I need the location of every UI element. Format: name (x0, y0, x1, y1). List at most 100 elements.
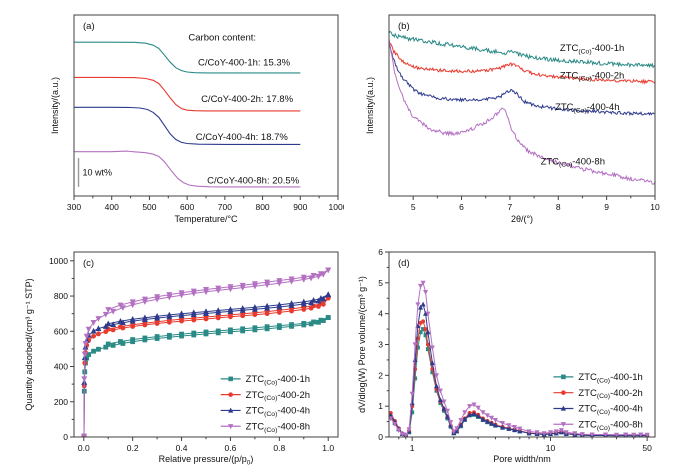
annotation: C/CoY-400-2h: 17.8% (201, 94, 294, 105)
plot-area-b (389, 30, 655, 185)
series-ZTC(Co)-400-1h (389, 30, 655, 69)
series-ZTC(Co)-400-2h (389, 40, 655, 85)
series-C/CoY-400-2h (74, 76, 301, 112)
legend-c: ZTC(Co)-400-1h ZTC(Co)-400-2h ZTC(Co)-400-… (220, 374, 310, 434)
annotations-b: ZTC(Co)-400-1h ZTC(Co)-400-2h ZTC(Co)-400-… (541, 43, 625, 168)
chart-svg-a: 10 wt% Carbon content: C/CoY-400-1h: 15.3%… (50, 14, 344, 224)
series-ZTC(Co)-400-4h (389, 42, 655, 117)
legend-label: ZTC(Co)-400-2h (246, 390, 310, 402)
panel-letter-label: (b) (398, 21, 410, 32)
x-axis-a: 300 400 500 600 700 800 900 1000 (67, 196, 344, 212)
svg-text:0.4: 0.4 (176, 443, 188, 453)
svg-text:600: 600 (180, 202, 194, 212)
x-axis-title: Temperature/°C (174, 214, 238, 224)
legend-label: ZTC(Co)-400-4h (246, 406, 310, 418)
annotation: C/CoY-400-8h: 20.5% (207, 175, 300, 186)
svg-text:50: 50 (642, 443, 652, 453)
plot-area-a (74, 41, 301, 188)
legend-label: ZTC(Co)-400-2h (578, 388, 642, 400)
y-axis-title: Intensity/(a.u.) (50, 77, 60, 134)
annotation: ZTC(Co)-400-4h (555, 102, 619, 114)
x-axis-d: 1 10 50 (398, 437, 652, 453)
svg-text:7: 7 (508, 202, 513, 212)
y-axis-title: dV/dlog(W) Pore volume/(cm³ g⁻¹) (357, 276, 367, 413)
svg-text:1000: 1000 (329, 202, 344, 212)
x-axis-title: Relative pressure/(p/p0) (159, 454, 254, 466)
svg-text:5: 5 (378, 278, 383, 288)
annotation: C/CoY-400-1h: 15.3% (198, 58, 291, 69)
y-axis-title: Quantity adsorbed/(cm³ g⁻¹ STP) (24, 278, 34, 410)
legend-d: ZTC(Co)-400-1h ZTC(Co)-400-2h ZTC(Co)-400-… (553, 372, 643, 432)
y-axis-c: 0 200 400 600 800 1000 (49, 256, 74, 442)
svg-text:8: 8 (556, 202, 561, 212)
panel-b-xrd-patterns-chart: ZTC(Co)-400-1h ZTC(Co)-400-2h ZTC(Co)-400-… (344, 0, 688, 236)
svg-text:900: 900 (293, 202, 307, 212)
plot-area-d (389, 280, 650, 437)
svg-text:6: 6 (378, 247, 383, 257)
series-C/CoY-400-4h (74, 106, 301, 145)
svg-text:0: 0 (378, 432, 383, 442)
svg-text:800: 800 (255, 202, 269, 212)
legend-label: ZTC(Co)-400-1h (246, 374, 310, 386)
svg-text:10: 10 (650, 202, 660, 212)
svg-text:1000: 1000 (49, 256, 68, 266)
annotation: ZTC(Co)-400-8h (541, 156, 605, 168)
panel-letter-label: (a) (83, 21, 95, 32)
svg-text:1: 1 (378, 401, 383, 411)
legend-label: ZTC(Co)-400-8h (246, 421, 310, 433)
series-C/CoY-400-8h (74, 150, 301, 188)
y-axis-title: Intensity/(a.u.) (365, 77, 375, 134)
series-ZTC(Co)-400-4h (389, 301, 650, 437)
svg-text:3: 3 (378, 340, 383, 350)
legend-label: ZTC(Co)-400-8h (578, 419, 642, 431)
plot-frame (388, 251, 656, 438)
chart-svg-b: ZTC(Co)-400-1h ZTC(Co)-400-2h ZTC(Co)-400-… (365, 14, 660, 224)
legend-label: ZTC(Co)-400-1h (578, 372, 642, 384)
series-ZTC(Co)-400-8h (389, 280, 650, 437)
annotation: C/CoY-400-4h: 18.7% (196, 132, 289, 143)
series-ZTC(Co)-400-8h (389, 38, 655, 185)
plot-frame (73, 14, 339, 197)
svg-text:2: 2 (378, 370, 383, 380)
y-axis-d: 0 1 2 3 4 5 6 (378, 247, 389, 442)
svg-text:0.2: 0.2 (127, 443, 139, 453)
svg-text:700: 700 (218, 202, 232, 212)
x-axis-title: 2θ/(°) (511, 214, 533, 224)
svg-text:10: 10 (546, 443, 556, 453)
svg-text:6: 6 (459, 202, 464, 212)
svg-text:600: 600 (54, 326, 68, 336)
svg-text:9: 9 (604, 202, 609, 212)
svg-text:1: 1 (410, 443, 415, 453)
annotation: ZTC(Co)-400-1h (560, 43, 624, 55)
panel-c-adsorption-isotherms-chart: ZTC(Co)-400-1h ZTC(Co)-400-2h ZTC(Co)-400-… (0, 236, 344, 472)
series-ZTC(Co)-400-8h des (105, 267, 332, 313)
svg-text:400: 400 (54, 362, 68, 372)
series-ZTC(Co)-400-1h des (105, 315, 331, 347)
legend-label: ZTC(Co)-400-4h (578, 404, 642, 416)
svg-text:4: 4 (378, 309, 383, 319)
plot-frame (388, 14, 656, 197)
annotations-a: Carbon content: C/CoY-400-1h: 15.3% C/CoY-… (188, 32, 299, 186)
svg-text:0.0: 0.0 (78, 443, 90, 453)
svg-text:500: 500 (142, 202, 156, 212)
annotation: Carbon content: (188, 32, 256, 43)
svg-text:200: 200 (54, 397, 68, 407)
panel-letter-label: (d) (398, 258, 410, 269)
series-ZTC(Co)-400-4h des (105, 291, 332, 327)
x-axis-c: 0.0 0.2 0.4 0.6 0.8 1.0 (78, 437, 334, 453)
panel-letter-label: (c) (83, 258, 94, 269)
panel-a-tga-curves-chart: 10 wt% Carbon content: C/CoY-400-1h: 15.3%… (0, 0, 344, 236)
svg-text:300: 300 (67, 202, 81, 212)
series-C/CoY-400-1h (74, 41, 301, 74)
x-axis-b: 5 6 7 8 9 10 (411, 196, 660, 212)
annotation: ZTC(Co)-400-2h (560, 70, 624, 82)
svg-text:0.6: 0.6 (225, 443, 237, 453)
scalebar-label: 10 wt% (83, 167, 113, 177)
scalebar-10wt: 10 wt% (77, 157, 113, 187)
svg-text:400: 400 (105, 202, 119, 212)
chart-svg-d: ZTC(Co)-400-1h ZTC(Co)-400-2h ZTC(Co)-400-… (357, 247, 656, 464)
svg-text:1.0: 1.0 (322, 443, 334, 453)
chart-svg-c: ZTC(Co)-400-1h ZTC(Co)-400-2h ZTC(Co)-400-… (24, 251, 339, 466)
plot-area-c (81, 267, 332, 437)
